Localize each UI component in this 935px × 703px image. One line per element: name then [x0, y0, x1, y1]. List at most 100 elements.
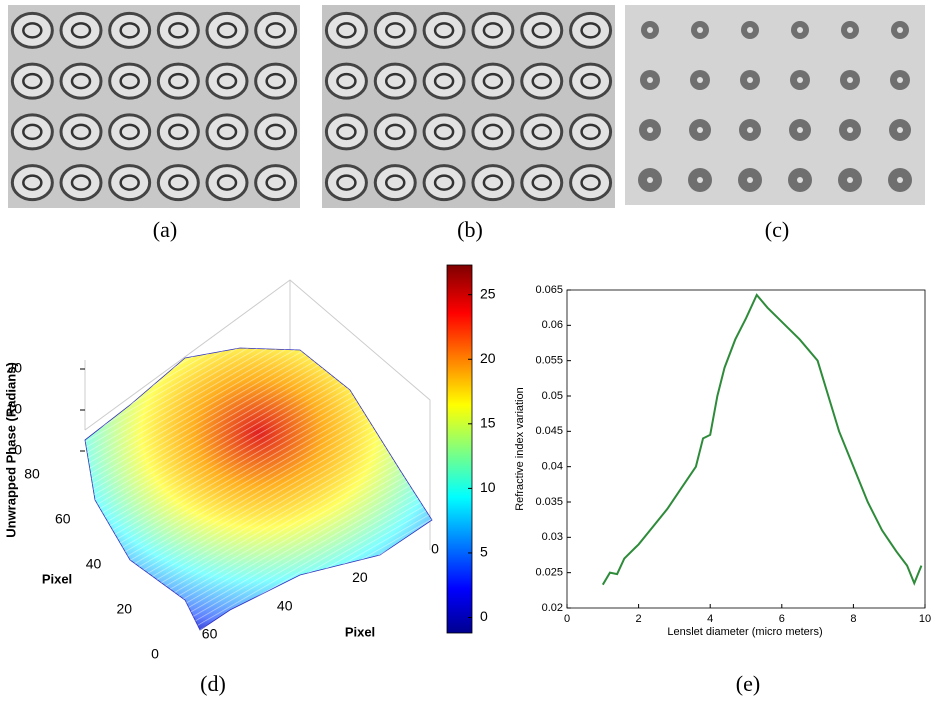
lenslet	[373, 164, 417, 202]
x-tick-label: 60	[202, 626, 218, 642]
panel-caption: (b)	[457, 217, 483, 242]
lenslet	[324, 62, 368, 100]
lenslet	[569, 164, 613, 202]
lenslet	[569, 11, 613, 49]
lenslet-core	[22, 72, 43, 90]
lenslet	[205, 113, 249, 151]
lenslet	[254, 11, 298, 49]
panel-caption: (d)	[200, 671, 226, 696]
micrograph	[8, 5, 300, 208]
lenslet-core	[119, 174, 140, 191]
lenslet-core	[265, 72, 286, 90]
lenslet-core	[531, 72, 552, 90]
lenslet	[156, 164, 200, 202]
z-tick-label: 20	[6, 360, 22, 376]
lenslet-core	[168, 174, 189, 191]
lenslet	[520, 113, 564, 151]
lenslet-core	[647, 127, 653, 133]
lenslet-core	[580, 174, 601, 191]
lenslet-core	[697, 27, 703, 33]
y-tick-label: 80	[24, 466, 40, 482]
lenslet-core	[168, 22, 189, 39]
lenslet-core	[336, 22, 357, 39]
y-tick-label: 0.03	[542, 531, 563, 543]
lenslet-core	[336, 123, 357, 141]
lenslet	[520, 164, 564, 202]
surface-plot	[84, 264, 926, 634]
lenslet-core	[119, 22, 140, 39]
lenslet-core	[847, 177, 853, 183]
y-tick-label: 0.065	[535, 284, 563, 296]
lenslet	[324, 164, 368, 202]
lenslet	[373, 113, 417, 151]
lenslet-core	[168, 72, 189, 90]
lenslet-core	[433, 72, 455, 90]
lenslet-core	[336, 174, 357, 191]
lenslet-core	[847, 77, 853, 83]
y-tick-label: 0.055	[535, 355, 563, 367]
lenslet-core	[22, 22, 43, 39]
lenslet-core	[747, 177, 753, 183]
lenslet	[108, 113, 152, 151]
lenslet	[205, 62, 249, 100]
lenslet	[10, 62, 54, 100]
lenslet-core	[647, 27, 653, 33]
lenslet-core	[531, 123, 552, 141]
colorbar-tick-label: 20	[480, 350, 496, 366]
x-tick-label: 10	[919, 613, 931, 625]
lenslet-core	[385, 22, 406, 39]
lenslet	[254, 164, 298, 202]
colorbar-tick-label: 15	[480, 415, 496, 431]
y-tick-label: 40	[86, 556, 102, 572]
lenslet	[205, 164, 249, 202]
lenslet-core	[70, 22, 92, 39]
lenslet-core	[216, 22, 238, 39]
lenslet-core	[482, 123, 504, 141]
lenslet	[373, 11, 417, 49]
lenslet	[108, 62, 152, 100]
lenslet	[373, 62, 417, 100]
lenslet-core	[216, 72, 238, 90]
lenslet-core	[265, 123, 286, 141]
lenslet	[59, 164, 103, 202]
lenslet	[59, 11, 103, 49]
y-axis-label: Refractive index variation	[514, 387, 526, 511]
y-tick-label: 0.025	[535, 567, 563, 579]
lenslet	[422, 113, 466, 151]
lenslet-core	[482, 72, 504, 90]
lenslet-core	[70, 174, 92, 191]
lenslet-core	[797, 127, 803, 133]
lenslet-core	[433, 123, 455, 141]
colorbar-tick-label: 0	[480, 608, 488, 624]
lenslet	[59, 113, 103, 151]
lenslet-core	[897, 177, 903, 183]
lenslet-core	[385, 174, 406, 191]
micrograph	[625, 5, 925, 205]
lenslet-core	[697, 77, 703, 83]
lenslet	[471, 164, 515, 202]
lenslet	[254, 62, 298, 100]
y-tick-label: 0.045	[535, 425, 563, 437]
photo-panels	[8, 5, 925, 208]
lenslet	[10, 113, 54, 151]
lenslet	[10, 164, 54, 202]
lenslet	[471, 113, 515, 151]
lenslet-core	[433, 22, 455, 39]
lenslet	[59, 62, 103, 100]
lenslet	[156, 62, 200, 100]
lenslet-core	[797, 177, 803, 183]
colorbar-tick-label: 25	[480, 285, 496, 301]
x-tick-label: 4	[707, 613, 713, 625]
lenslet-core	[747, 27, 753, 33]
lenslet-core	[336, 72, 357, 90]
x-axis-label: Pixel	[345, 624, 375, 639]
y-tick-label: 0.035	[535, 496, 563, 508]
x-tick-label: 20	[352, 569, 368, 585]
lenslet-core	[647, 77, 653, 83]
panel-caption: (a)	[153, 217, 177, 242]
x-tick-label: 8	[850, 613, 856, 625]
lenslet	[324, 11, 368, 49]
lenslet	[10, 11, 54, 49]
lenslet-core	[216, 123, 238, 141]
